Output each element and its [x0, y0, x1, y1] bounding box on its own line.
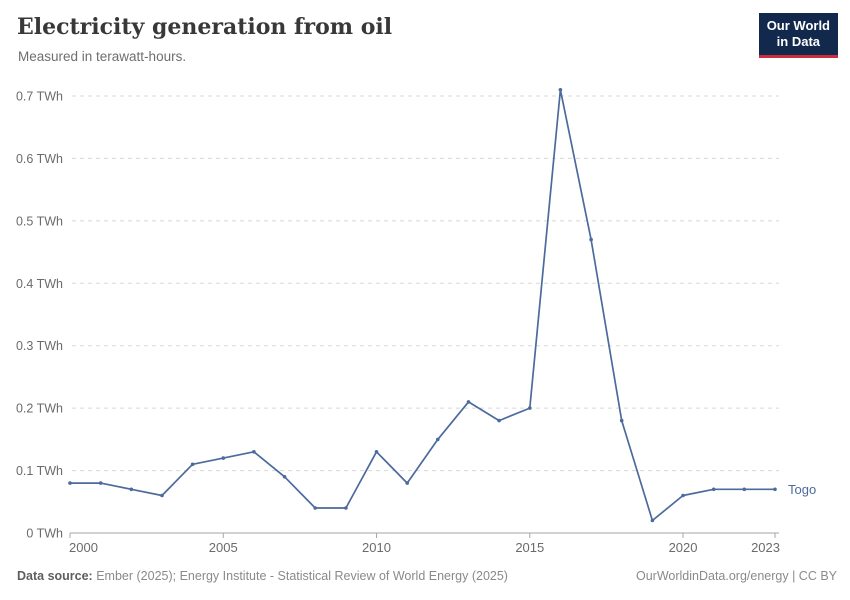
y-axis-tick-label: 0.3 TWh: [16, 339, 63, 353]
data-source-text: Ember (2025); Energy Institute - Statist…: [92, 569, 508, 583]
x-axis-tick-label: 2015: [515, 540, 544, 555]
data-point: [619, 418, 624, 423]
data-point: [497, 418, 501, 423]
data-series: Togo: [68, 88, 816, 523]
chart-subtitle: Measured in terawatt-hours.: [18, 49, 187, 64]
data-point: [558, 88, 563, 92]
data-point: [98, 481, 103, 485]
y-axis-tick-label: 0.5 TWh: [16, 214, 63, 228]
y-axis-tick-label: 0.2 TWh: [16, 402, 63, 416]
data-source-label: Data source:: [17, 569, 93, 583]
data-point: [711, 487, 716, 492]
y-axis-tick-label: 0.1 TWh: [16, 464, 63, 478]
y-axis-tick-label: 0.6 TWh: [16, 152, 63, 166]
owid-logo-line1: Our World: [766, 18, 830, 33]
x-axis-tick-label: 2000: [69, 540, 98, 555]
data-point: [650, 518, 655, 523]
y-axis-tick-label: 0.4 TWh: [16, 277, 63, 291]
x-axis: 2000 2005 2010 2015 2020 2023: [69, 532, 780, 555]
data-point: [405, 481, 410, 485]
data-point: [282, 475, 287, 479]
data-point: [436, 437, 440, 442]
owid-logo[interactable]: Our World in Data: [758, 13, 838, 58]
data-point: [68, 481, 72, 485]
y-axis: 0 TWh 0.1 TWh 0.2 TWh 0.3 TWh 0.4 TWh 0.5 TWh…: [16, 90, 779, 541]
data-line: [69, 88, 776, 522]
x-axis-tick-label: 2005: [209, 540, 238, 555]
y-axis-tick-label: 0 TWh: [26, 527, 63, 541]
data-point: [374, 450, 379, 454]
data-point: [773, 487, 777, 492]
data-point: [190, 462, 195, 467]
data-point: [742, 487, 747, 492]
y-axis-tick-label: 0.7 TWh: [16, 90, 63, 104]
owid-logo-line2: in Data: [776, 34, 821, 50]
data-point: [466, 400, 471, 404]
data-point: [681, 493, 685, 498]
data-point: [313, 506, 318, 510]
data-point: [129, 487, 134, 492]
page-title: Electricity generation from oil: [17, 14, 393, 40]
data-point: [589, 237, 593, 242]
series-entity-label: Togo: [788, 482, 816, 497]
data-point: [221, 456, 226, 460]
x-axis-tick-label: 2023: [751, 540, 780, 555]
data-point: [528, 406, 532, 410]
x-axis-tick-label: 2010: [362, 540, 391, 555]
data-point: [252, 450, 256, 454]
x-axis-tick-label: 2020: [669, 540, 698, 555]
data-point: [344, 506, 348, 510]
data-point: [160, 493, 164, 498]
credit-link[interactable]: OurWorldinData.org/energy | CC BY: [635, 569, 837, 583]
data-source-note: Data source: Ember (2025); Energy Instit…: [17, 569, 508, 583]
